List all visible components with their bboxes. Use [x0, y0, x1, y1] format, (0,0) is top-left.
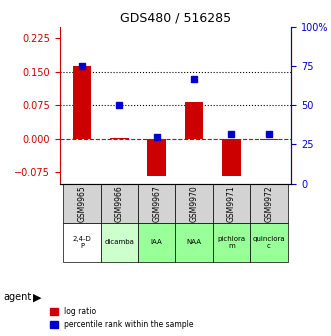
FancyBboxPatch shape	[250, 223, 288, 262]
Text: agent: agent	[3, 292, 31, 302]
Bar	[110, 138, 129, 139]
FancyBboxPatch shape	[138, 223, 175, 262]
FancyBboxPatch shape	[63, 223, 101, 262]
Text: GSM9967: GSM9967	[152, 185, 161, 222]
FancyBboxPatch shape	[63, 184, 101, 223]
Text: GSM9966: GSM9966	[115, 185, 124, 222]
Text: quinclora
c: quinclora c	[253, 236, 285, 249]
Text: GSM9971: GSM9971	[227, 185, 236, 222]
Text: IAA: IAA	[151, 240, 163, 246]
FancyBboxPatch shape	[138, 184, 175, 223]
Bar	[147, 139, 166, 176]
Text: GSM9965: GSM9965	[77, 185, 86, 222]
Text: 2,4-D
P: 2,4-D P	[72, 236, 91, 249]
Text: dicamba: dicamba	[105, 240, 134, 246]
Bar	[222, 139, 241, 176]
Bar	[73, 66, 91, 139]
Text: GSM9972: GSM9972	[264, 185, 273, 222]
FancyBboxPatch shape	[213, 184, 250, 223]
Text: ▶: ▶	[33, 292, 42, 302]
FancyBboxPatch shape	[101, 223, 138, 262]
Text: NAA: NAA	[187, 240, 202, 246]
FancyBboxPatch shape	[175, 184, 213, 223]
FancyBboxPatch shape	[175, 223, 213, 262]
FancyBboxPatch shape	[101, 184, 138, 223]
Bar	[185, 102, 204, 139]
Legend: log ratio, percentile rank within the sample: log ratio, percentile rank within the sa…	[47, 304, 196, 332]
Text: GSM9970: GSM9970	[190, 185, 199, 222]
FancyBboxPatch shape	[250, 184, 288, 223]
Title: GDS480 / 516285: GDS480 / 516285	[120, 11, 231, 24]
FancyBboxPatch shape	[213, 223, 250, 262]
Bar	[260, 139, 278, 140]
Text: pichlora
m: pichlora m	[217, 236, 246, 249]
